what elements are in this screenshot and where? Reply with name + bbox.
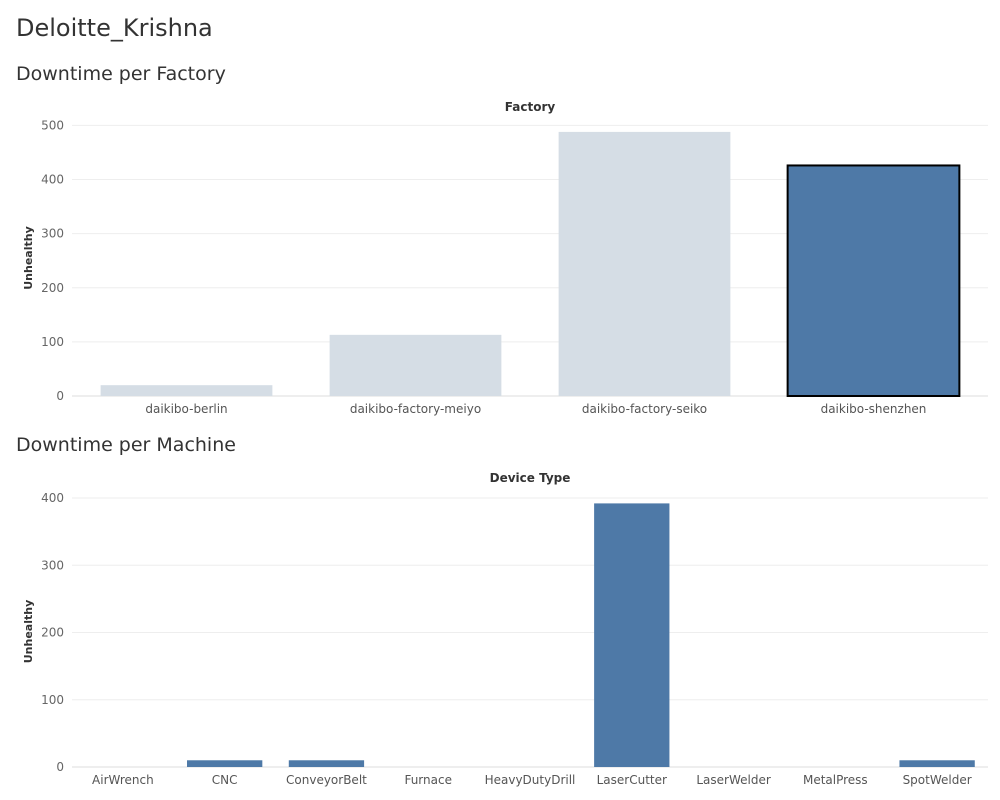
y-tick-label: 300: [41, 558, 64, 572]
x-category-label: daikibo-berlin: [145, 402, 227, 416]
bar-daikibo-factory-seiko[interactable]: [558, 131, 731, 396]
bar-daikibo-shenzhen[interactable]: [786, 164, 961, 398]
bar-cnc[interactable]: [187, 760, 263, 767]
bar-conveyorbelt[interactable]: [288, 760, 365, 767]
bar-daikibo-berlin[interactable]: [100, 385, 273, 396]
y-tick-label: 100: [41, 335, 64, 349]
machine-chart-title: Downtime per Machine: [16, 434, 236, 456]
y-tick-label: 300: [41, 227, 64, 241]
machine-bar-chart[interactable]: Device Type Unhealthy 0 100 200 300 400 AirWren…: [0, 466, 1000, 796]
x-category-label: ConveyorBelt: [286, 773, 367, 787]
x-category-label: AirWrench: [92, 773, 154, 787]
x-category-label: daikibo-factory-seiko: [582, 402, 707, 416]
column-header: Device Type: [490, 471, 571, 485]
x-category-label: LaserWelder: [696, 773, 770, 787]
x-category-label: Furnace: [404, 773, 452, 787]
bar-spotwelder[interactable]: [899, 760, 975, 767]
factory-chart-title: Downtime per Factory: [16, 63, 226, 85]
x-category-label: HeavyDutyDrill: [485, 773, 576, 787]
bar-daikibo-factory-meiyo[interactable]: [329, 334, 502, 396]
factory-bar-chart[interactable]: Factory Unhealthy 0 100 200 300 400 500 daikibo-…: [0, 95, 1000, 425]
x-category-label: daikibo-factory-meiyo: [350, 402, 481, 416]
x-category-label: LaserCutter: [597, 773, 667, 787]
dashboard-title: Deloitte_Krishna: [16, 14, 213, 42]
y-axis-label: Unhealthy: [22, 600, 35, 664]
y-tick-label: 500: [41, 118, 64, 132]
column-header: Factory: [505, 100, 556, 114]
y-tick-label: 200: [41, 281, 64, 295]
y-axis-label: Unhealthy: [22, 226, 35, 290]
x-category-label: CNC: [212, 773, 238, 787]
bar-lasercutter[interactable]: [594, 503, 670, 767]
y-tick-label: 200: [41, 626, 64, 640]
x-category-label: MetalPress: [803, 773, 868, 787]
x-category-label: daikibo-shenzhen: [821, 402, 927, 416]
y-tick-label: 100: [41, 693, 64, 707]
y-tick-label: 0: [56, 389, 64, 403]
y-tick-label: 400: [41, 491, 64, 505]
y-tick-label: 0: [56, 760, 64, 774]
y-tick-label: 400: [41, 173, 64, 187]
x-category-label: SpotWelder: [903, 773, 972, 787]
